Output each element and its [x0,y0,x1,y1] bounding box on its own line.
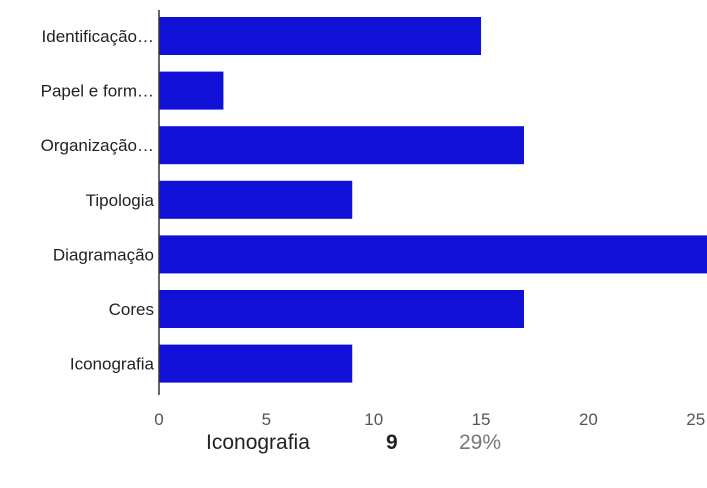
category-labels: Identificação… Papel e form… Organização… T… [41,27,155,374]
legend-row: Iconografia 9 29% [0,423,707,463]
category-label: Identificação… [42,27,154,46]
category-label: Papel e form… [41,82,154,101]
category-label: Iconografia [70,355,155,374]
legend-value: 9 [386,431,398,454]
bar[interactable] [159,71,224,110]
x-tick-label: 0 [154,410,163,429]
x-tick-label: 15 [472,410,491,429]
x-tick-label: 10 [364,410,383,429]
x-tick-label: 5 [262,410,271,429]
x-tick-label: 25 [686,410,705,429]
bar[interactable] [159,235,707,274]
bars-group [159,17,707,383]
category-label: Diagramação [53,245,154,264]
bar[interactable] [159,180,353,219]
x-tick-labels: 0 5 10 15 20 25 [154,410,705,429]
x-tick-label: 20 [579,410,598,429]
bar[interactable] [159,17,482,55]
bar[interactable] [159,126,524,165]
category-label: Organização… [41,136,154,155]
bar[interactable] [159,290,524,328]
category-label: Tipologia [86,191,155,210]
legend-percent: 29% [459,431,502,454]
legend-label: Iconografia [206,431,310,454]
category-label: Cores [109,300,154,319]
bar[interactable] [159,344,353,383]
